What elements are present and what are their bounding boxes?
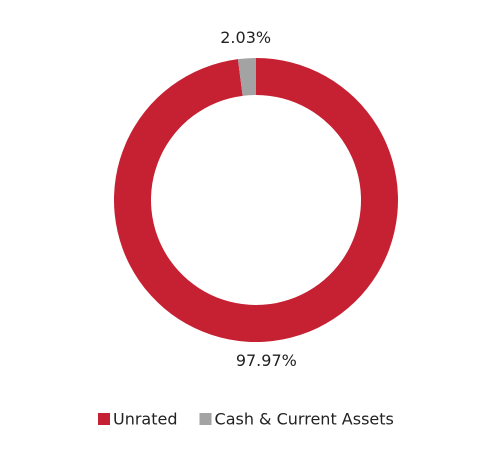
legend-label: Unrated — [113, 410, 178, 429]
legend-swatch — [199, 413, 212, 425]
data-label: 2.03% — [220, 28, 271, 47]
data-label: 97.97% — [236, 351, 297, 370]
donut-segment — [237, 58, 256, 96]
legend-label: Cash & Current Assets — [215, 410, 394, 429]
donut-segment — [114, 58, 399, 342]
legend-swatch — [98, 413, 110, 425]
